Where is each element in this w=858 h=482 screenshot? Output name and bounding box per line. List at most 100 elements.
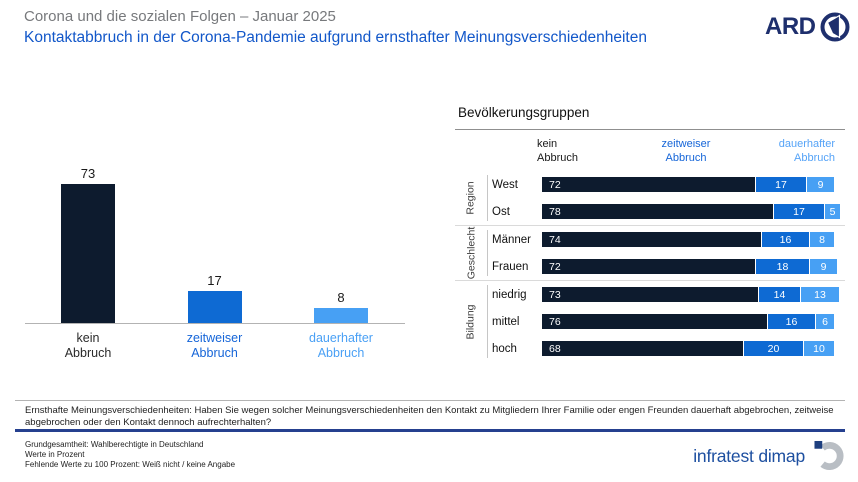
row-label: Frauen <box>492 260 529 273</box>
x-axis-line <box>25 323 405 324</box>
segment-kein-abbruch: 72 <box>542 259 755 274</box>
category-label: zeitweiser Abbruch <box>186 331 243 360</box>
segment-kein-abbruch: 68 <box>542 341 743 356</box>
group-region: Region West 72 17 9 Ost 78 17 5 <box>455 171 845 225</box>
row-label: niedrig <box>492 288 527 301</box>
note-line: Grundgesamtheit: Wahlberechtigte in Deut… <box>25 440 204 449</box>
table-title: Bevölkerungsgruppen <box>458 105 590 120</box>
table-title-underline <box>455 129 845 130</box>
category-label: kein Abbruch <box>64 331 112 360</box>
group-rows: West 72 17 9 Ost 78 17 5 <box>487 171 840 225</box>
stacked-bar: 68 20 10 <box>542 341 840 356</box>
ard-logo-text: ARD <box>765 13 816 40</box>
row-label: mittel <box>492 315 520 328</box>
stacked-bar: 73 14 13 <box>542 287 840 302</box>
group-divider-line <box>487 230 488 276</box>
table-row: mittel 76 16 6 <box>487 308 840 335</box>
group-label: Geschlecht <box>465 226 477 280</box>
segment-dauerhafter-abbruch: 9 <box>810 259 837 274</box>
segment-dauerhafter-abbruch: 8 <box>810 232 834 247</box>
divider-line-navy <box>15 429 845 432</box>
stacked-bar: 76 16 6 <box>542 314 840 329</box>
segment-kein-abbruch: 74 <box>542 232 761 247</box>
segment-kein-abbruch: 73 <box>542 287 758 302</box>
group-bildung: Bildung niedrig 73 14 13 mittel 76 16 6 hoch 68 20 1… <box>455 281 845 362</box>
segment-value: 10 <box>813 342 825 355</box>
stacked-bar: 72 17 9 <box>542 177 840 192</box>
segment-zeitweiser-abbruch: 14 <box>759 287 800 302</box>
category-label: dauerhafter Abbruch <box>309 331 373 360</box>
segment-zeitweiser-abbruch: 16 <box>762 232 809 247</box>
infratest-dimap-logo: infratest dimap <box>693 440 845 472</box>
table-column-headers: kein Abbruch zeitweiser Abbruch dauerhaf… <box>537 137 835 165</box>
supertitle: Corona und die sozialen Folgen – Januar … <box>24 8 336 25</box>
table-row: Ost 78 17 5 <box>487 198 840 225</box>
note-line: Werte in Prozent <box>25 450 85 459</box>
col-header-kein-abbruch: kein Abbruch <box>537 138 578 164</box>
segment-value: 9 <box>817 178 824 191</box>
group-label-cell: Region <box>455 171 487 225</box>
segment-value: 72 <box>549 260 561 273</box>
segment-value: 8 <box>819 233 825 246</box>
group-label: Bildung <box>465 303 477 340</box>
row-label: Ost <box>492 205 510 218</box>
stacked-bar: 74 16 8 <box>542 232 840 247</box>
segment-zeitweiser-abbruch: 20 <box>744 341 803 356</box>
segment-zeitweiser-abbruch: 17 <box>774 204 824 219</box>
segment-value: 5 <box>829 205 836 218</box>
col-header-dauerhafter-abbruch: dauerhafter Abbruch <box>778 138 835 164</box>
segment-value: 14 <box>773 288 786 301</box>
group-label: Region <box>465 181 477 215</box>
segment-value: 20 <box>767 342 780 355</box>
row-label: Männer <box>492 233 531 246</box>
segment-zeitweiser-abbruch: 17 <box>756 177 806 192</box>
bar-dauerhafter-abbruch <box>314 308 368 323</box>
group-rows: Männer 74 16 8 Frauen 72 18 9 <box>487 226 840 280</box>
table-row: niedrig 73 14 13 <box>487 281 840 308</box>
ard-one-icon <box>820 12 849 42</box>
survey-question: Ernsthafte Meinungsverschiedenheiten: Ha… <box>25 405 834 428</box>
group-geschlecht: Geschlecht Männer 74 16 8 Frauen 72 18 9 <box>455 226 845 280</box>
col-header-zeitweiser-abbruch: zeitweiser Abbruch <box>661 138 711 164</box>
group-divider-line <box>487 175 488 221</box>
row-label: hoch <box>492 342 517 355</box>
segment-kein-abbruch: 72 <box>542 177 755 192</box>
segment-dauerhafter-abbruch: 9 <box>807 177 834 192</box>
group-separator <box>455 280 845 281</box>
segment-value: 17 <box>775 178 787 191</box>
segment-value: 73 <box>549 288 561 301</box>
segment-dauerhafter-abbruch: 13 <box>801 287 839 302</box>
table-row: Frauen 72 18 9 <box>487 253 840 280</box>
bar-value-label: 8 <box>337 290 345 305</box>
segment-zeitweiser-abbruch: 16 <box>768 314 815 329</box>
stacked-bar: 78 17 5 <box>542 204 840 219</box>
bar-kein-abbruch <box>61 184 115 323</box>
page-title: Kontaktabbruch in der Corona-Pandemie au… <box>24 29 647 46</box>
ard-logo: ARD <box>765 10 852 44</box>
table-row: hoch 68 20 10 <box>487 335 840 362</box>
segment-value: 74 <box>549 233 561 246</box>
divider-line-gray <box>15 400 845 401</box>
group-rows: niedrig 73 14 13 mittel 76 16 6 hoch 68 20 10 <box>487 281 840 362</box>
note-line: Fehlende Werte zu 100 Prozent: Weiß nich… <box>25 460 236 469</box>
segment-dauerhafter-abbruch: 10 <box>804 341 834 356</box>
segment-value: 76 <box>549 315 561 328</box>
segment-zeitweiser-abbruch: 18 <box>756 259 809 274</box>
segment-dauerhafter-abbruch: 6 <box>816 314 834 329</box>
segment-value: 9 <box>820 260 827 273</box>
stacked-bar: 72 18 9 <box>542 259 840 274</box>
segment-value: 78 <box>549 205 561 218</box>
group-label-cell: Bildung <box>455 281 487 362</box>
infratest-dimap-logo-text: infratest dimap <box>693 445 805 466</box>
segment-value: 16 <box>785 315 798 328</box>
segment-dauerhafter-abbruch: 5 <box>825 204 840 219</box>
segment-value: 18 <box>776 260 789 273</box>
table-row: West 72 17 9 <box>487 171 840 198</box>
group-label-cell: Geschlecht <box>455 226 487 280</box>
infratest-dimap-icon <box>814 440 844 471</box>
segment-kein-abbruch: 76 <box>542 314 767 329</box>
group-divider-line <box>487 285 488 358</box>
segment-value: 16 <box>779 233 792 246</box>
bar-value-label: 17 <box>207 273 222 288</box>
